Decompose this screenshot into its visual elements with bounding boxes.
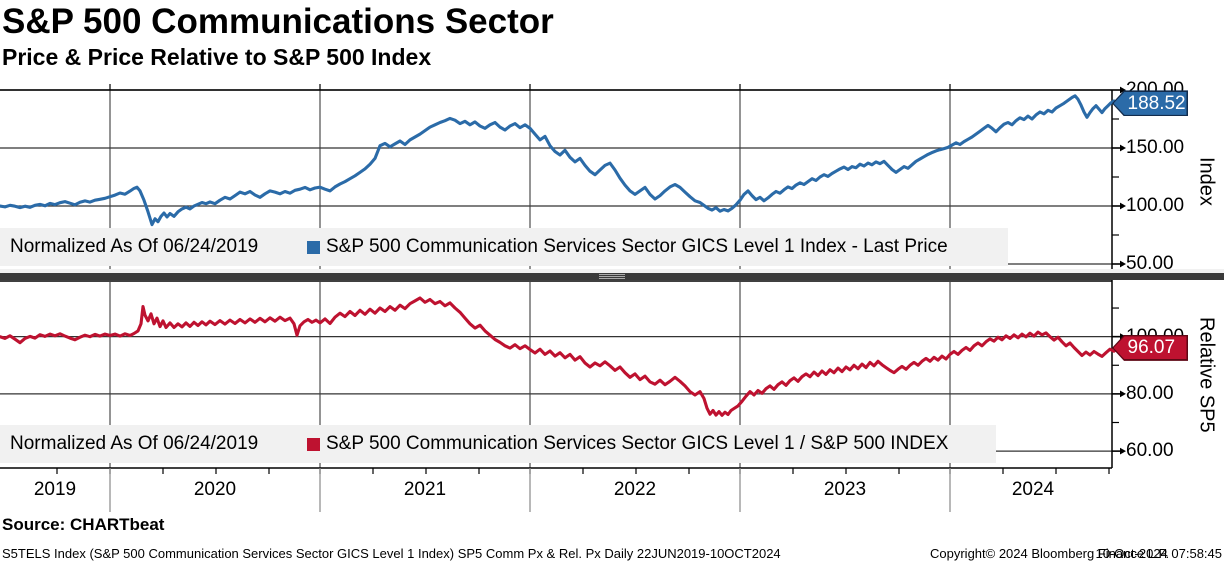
footer-copyright: Copyright© 2024 Bloomberg Finance L.P. (930, 546, 1170, 561)
series-lines (0, 94, 1119, 417)
last-price-value-bottom: 96.07 (1113, 336, 1187, 360)
x-axis-year-label: 2020 (193, 479, 237, 500)
last-price-tag-bottom[interactable]: 96.07 (1112, 334, 1188, 361)
x-axis-year-label: 2023 (823, 479, 867, 500)
footer-timestamp: 10-Oct-2024 07:58:45 (1095, 546, 1222, 561)
y-tick-label: 80.00 (1126, 382, 1174, 404)
page-title: S&P 500 Communications Sector (2, 2, 554, 41)
axes (0, 84, 1126, 512)
y-axis-title-bottom: Relative SP5 (1195, 317, 1218, 433)
series-swatch-blue (307, 240, 320, 254)
separator-grip-icon[interactable] (599, 273, 625, 280)
series-swatch-red (307, 437, 320, 451)
source-label: Source: CHARTbeat (2, 515, 165, 534)
legend-series-top[interactable]: S&P 500 Communication Services Sector GI… (326, 236, 948, 257)
x-axis-year-label: 2024 (1011, 479, 1055, 500)
y-tick-label: 100.00 (1126, 194, 1185, 216)
legend-top: Normalized As Of 06/24/2019 S&P 500 Comm… (0, 228, 1008, 266)
legend-bottom: Normalized As Of 06/24/2019 S&P 500 Comm… (0, 425, 996, 463)
x-axis-year-label: 2019 (33, 479, 77, 500)
y-tick-label: 60.00 (1126, 440, 1174, 462)
normalized-label-top: Normalized As Of 06/24/2019 (10, 236, 259, 257)
last-price-value-top: 188.52 (1113, 91, 1187, 115)
normalized-label-bottom: Normalized As Of 06/24/2019 (10, 433, 259, 454)
y-axis-title-top: Index (1195, 156, 1218, 206)
last-price-tag-top[interactable]: 188.52 (1112, 90, 1188, 117)
y-tick-label: 150.00 (1126, 136, 1185, 158)
page-subtitle: Price & Price Relative to S&P 500 Index (2, 44, 432, 70)
footer-description: S5TELS Index (S&P 500 Communication Serv… (2, 546, 781, 561)
x-axis-year-label: 2022 (613, 479, 657, 500)
x-axis-year-label: 2021 (403, 479, 447, 500)
y-tick-label: 50.00 (1126, 252, 1174, 274)
legend-series-bottom[interactable]: S&P 500 Communication Services Sector GI… (326, 433, 949, 454)
panel-separator-highlight (0, 269, 1224, 273)
